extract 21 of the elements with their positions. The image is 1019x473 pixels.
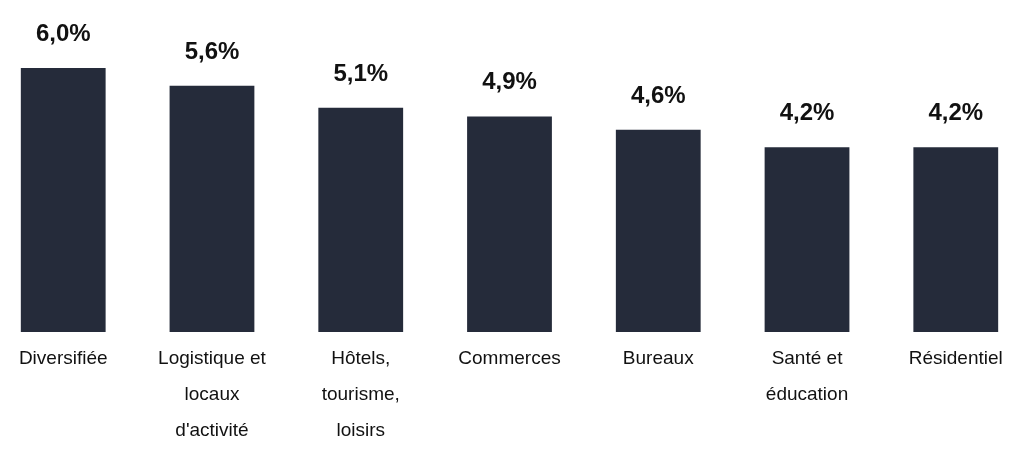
x-tick-label: Commerces bbox=[458, 346, 561, 368]
data-label: 4,2% bbox=[928, 98, 984, 126]
x-tick-label: Diversifiée bbox=[18, 346, 108, 368]
data-label: 4,9% bbox=[482, 67, 537, 95]
bar bbox=[467, 116, 552, 332]
bar bbox=[764, 147, 850, 332]
data-label: 4,2% bbox=[779, 98, 835, 126]
data-label: 5,6% bbox=[184, 36, 240, 64]
bar bbox=[169, 85, 255, 332]
bar bbox=[615, 129, 701, 332]
x-tick-label: Résidentiel bbox=[908, 346, 1003, 368]
bar bbox=[913, 147, 999, 332]
bar bbox=[318, 107, 404, 332]
x-tick-label: Hôtels, tourisme, loisirs bbox=[321, 346, 400, 440]
x-tick-label: Santé et éducation bbox=[765, 346, 849, 404]
data-label: 6,0% bbox=[35, 19, 91, 47]
x-tick-label: Bureaux bbox=[622, 346, 695, 368]
bar bbox=[20, 68, 106, 332]
data-label: 5,1% bbox=[333, 58, 389, 86]
x-tick-label: Logistique et locaux d'activité bbox=[158, 346, 267, 440]
data-label: 4,6% bbox=[630, 80, 686, 108]
